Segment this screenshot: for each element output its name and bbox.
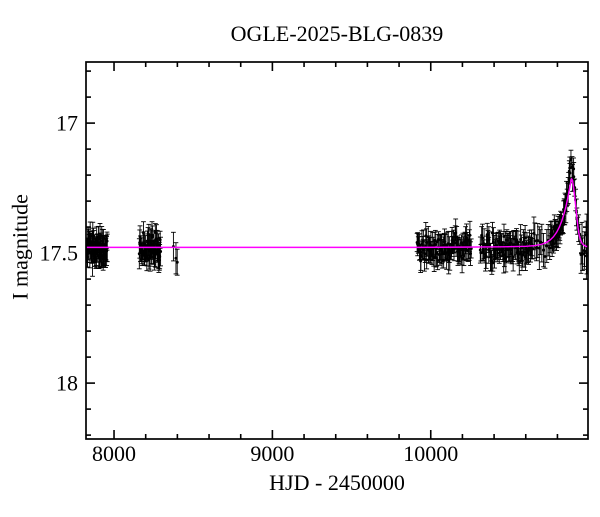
y-tick-label: 17 (56, 111, 78, 136)
data-point (545, 244, 549, 248)
data-point (480, 236, 484, 240)
x-tick-label: 9000 (250, 441, 294, 466)
axis-box (85, 61, 589, 440)
data-point (174, 256, 178, 260)
data-point (523, 236, 527, 240)
data-point (159, 250, 163, 254)
data-point (536, 239, 540, 243)
data-point (534, 246, 538, 250)
data-point (583, 249, 587, 253)
data-point (572, 175, 576, 179)
data-point (433, 242, 437, 246)
x-axis-label: HJD - 2450000 (269, 470, 405, 495)
model-curve-layer (86, 177, 588, 249)
axes-layer (85, 61, 589, 440)
data-point (478, 248, 482, 252)
data-point (568, 171, 572, 175)
data-points-layer (86, 149, 588, 280)
x-tick-label: 10000 (403, 441, 458, 466)
data-point (423, 252, 427, 256)
data-point (435, 240, 439, 244)
data-point (150, 233, 154, 237)
chart-title: OGLE-2025-BLG-0839 (231, 21, 444, 46)
data-point (468, 233, 472, 237)
y-tick-label: 17.5 (40, 241, 79, 266)
y-tick-label: 18 (56, 371, 78, 396)
data-point (141, 231, 145, 235)
data-point (543, 255, 547, 259)
data-point (496, 251, 500, 255)
data-point (533, 239, 537, 243)
data-point (425, 258, 429, 262)
tick-labels-layer: 8000 9000 10000 17 17.5 18 (40, 111, 459, 466)
x-tick-label: 8000 (92, 441, 136, 466)
data-point (158, 238, 162, 242)
data-point (511, 255, 515, 259)
data-point (460, 256, 464, 260)
model-light-curve (86, 177, 588, 249)
y-axis-label: I magnitude (8, 194, 33, 300)
data-point (452, 241, 456, 245)
data-point (541, 248, 545, 252)
data-point (175, 260, 179, 264)
data-point (436, 238, 440, 242)
